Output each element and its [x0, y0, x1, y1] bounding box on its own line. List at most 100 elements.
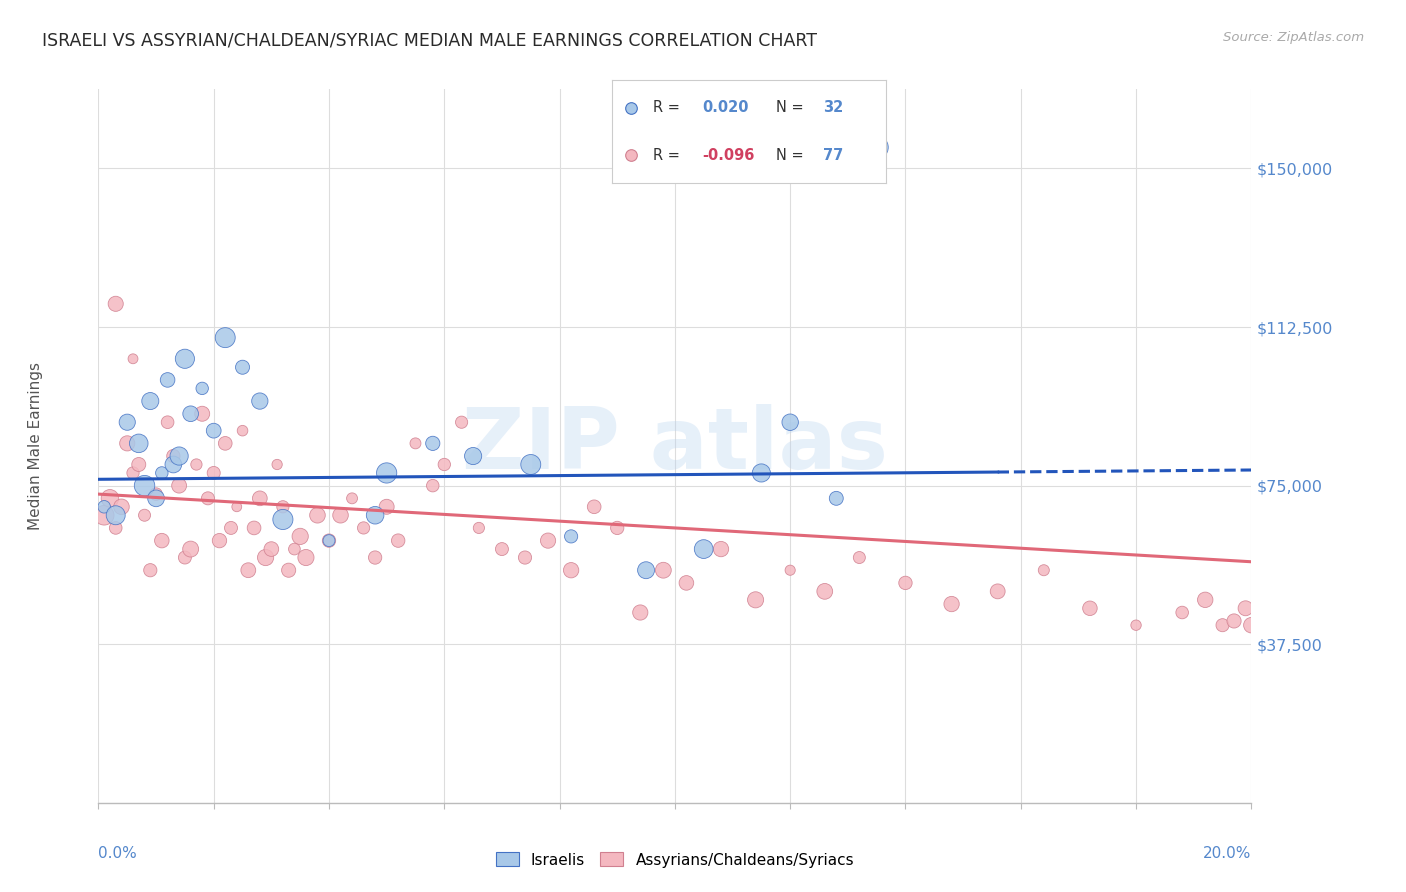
Point	[283, 542, 305, 557]
Point	[583, 500, 606, 514]
Point	[134, 478, 156, 492]
Point	[560, 563, 582, 577]
Point	[174, 550, 197, 565]
Point	[93, 500, 115, 514]
Text: 0.0%: 0.0%	[98, 846, 138, 861]
Point	[180, 542, 202, 557]
Point	[560, 529, 582, 543]
Point	[364, 508, 387, 523]
Point	[156, 373, 179, 387]
Point	[620, 101, 643, 115]
Point	[208, 533, 231, 548]
Point	[628, 606, 651, 620]
Point	[162, 458, 184, 472]
Point	[145, 487, 167, 501]
Point	[318, 533, 340, 548]
Point	[848, 550, 870, 565]
Point	[318, 533, 340, 548]
Text: 77: 77	[823, 148, 844, 162]
Point	[814, 584, 837, 599]
Text: 32: 32	[823, 101, 844, 115]
Point	[1032, 563, 1054, 577]
Point	[162, 449, 184, 463]
Point	[1223, 614, 1246, 628]
Point	[150, 533, 173, 548]
Point	[104, 521, 127, 535]
Point	[117, 436, 138, 450]
Point	[104, 297, 127, 311]
Point	[122, 466, 145, 480]
Point	[329, 508, 352, 523]
Point	[387, 533, 409, 548]
Point	[134, 508, 156, 523]
Point	[295, 550, 318, 565]
Point	[98, 491, 121, 506]
Point	[779, 415, 801, 429]
Point	[825, 491, 848, 506]
Point	[520, 458, 543, 472]
Point	[167, 478, 190, 492]
Point	[1171, 606, 1194, 620]
Point	[606, 521, 628, 535]
Text: N =: N =	[776, 101, 804, 115]
Point	[1234, 601, 1257, 615]
Point	[202, 424, 225, 438]
Point	[461, 449, 484, 463]
Point	[513, 550, 536, 565]
Point	[150, 466, 173, 480]
Text: Source: ZipAtlas.com: Source: ZipAtlas.com	[1223, 31, 1364, 45]
Point	[1125, 618, 1147, 632]
Point	[139, 563, 162, 577]
Point	[307, 508, 329, 523]
Point	[277, 563, 299, 577]
Point	[433, 458, 456, 472]
Point	[340, 491, 363, 506]
Point	[197, 491, 219, 506]
Text: R =: R =	[652, 148, 679, 162]
Point	[450, 415, 472, 429]
Point	[266, 458, 288, 472]
Point	[243, 521, 266, 535]
Point	[375, 500, 398, 514]
Point	[620, 148, 643, 162]
Point	[375, 466, 398, 480]
Point	[191, 381, 214, 395]
Point	[122, 351, 145, 366]
Point	[1212, 618, 1234, 632]
Legend: Israelis, Assyrians/Chaldeans/Syriacs: Israelis, Assyrians/Chaldeans/Syriacs	[489, 847, 860, 873]
Point	[710, 542, 733, 557]
Point	[128, 458, 150, 472]
Point	[231, 360, 254, 375]
Point	[675, 575, 697, 590]
Point	[110, 500, 132, 514]
Point	[231, 424, 254, 438]
Point	[779, 563, 801, 577]
Point	[941, 597, 963, 611]
Point	[156, 415, 179, 429]
Point	[225, 500, 247, 514]
Point	[117, 415, 138, 429]
Point	[145, 491, 167, 506]
Point	[364, 550, 387, 565]
Point	[214, 331, 236, 345]
Text: -0.096: -0.096	[702, 148, 755, 162]
Text: N =: N =	[776, 148, 804, 162]
Point	[104, 508, 127, 523]
Point	[422, 478, 444, 492]
Point	[191, 407, 214, 421]
Point	[214, 436, 236, 450]
Point	[866, 140, 889, 154]
Text: Median Male Earnings: Median Male Earnings	[28, 362, 42, 530]
Point	[174, 351, 197, 366]
Point	[219, 521, 242, 535]
Text: R =: R =	[652, 101, 679, 115]
Point	[186, 458, 208, 472]
Point	[744, 592, 766, 607]
Point	[636, 563, 658, 577]
Point	[491, 542, 513, 557]
Point	[1078, 601, 1101, 615]
Point	[271, 512, 294, 526]
Point	[128, 436, 150, 450]
Point	[405, 436, 427, 450]
Point	[238, 563, 260, 577]
